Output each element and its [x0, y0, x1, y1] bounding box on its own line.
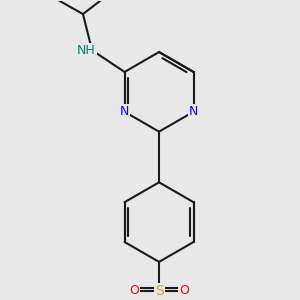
Text: O: O — [179, 284, 189, 297]
Text: N: N — [120, 105, 129, 118]
Text: S: S — [155, 284, 164, 298]
Text: N: N — [189, 105, 198, 118]
Text: O: O — [129, 284, 139, 297]
Text: NH: NH — [77, 44, 96, 57]
